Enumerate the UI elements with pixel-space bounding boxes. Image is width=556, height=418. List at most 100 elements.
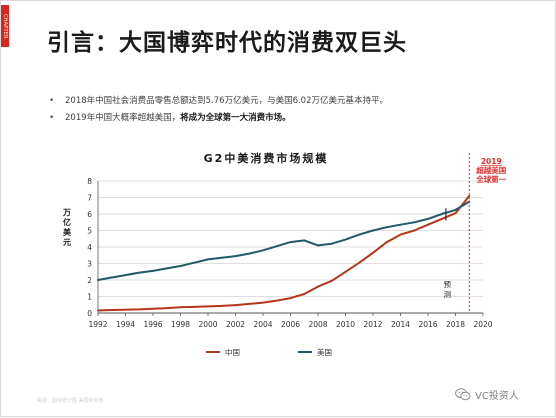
bullet-item: 2019年中国大概率超越美国，将成为全球第一大消费市场。 [49,110,539,127]
watermark-text: VC投资人 [475,391,519,402]
annotation-line: 2019 [481,157,502,166]
china-data-point [385,241,388,244]
china-data-point [344,270,347,273]
usa-data-point [385,226,388,229]
usa-data-point [372,229,374,232]
legend-label-usa: 美国 [317,347,332,357]
usa-data-point [275,245,278,248]
x-tick-label: 2006 [281,320,300,329]
x-tick-label: 1994 [116,320,135,329]
china-data-point [275,299,278,302]
usa-data-point [152,270,154,272]
china-data-point [97,309,99,312]
usa-data-point [344,238,347,241]
china-data-point [262,301,264,304]
usa-data-point [193,261,196,264]
x-tick-label: 1992 [88,320,107,329]
y-tick-label: 8 [87,177,92,186]
slide-title: 引言：大国博弈时代的消费双巨头 [47,30,407,56]
china-data-point [110,309,113,311]
legend-layer: 中国 美国 [206,347,332,357]
bullet-item: 2018年中国社会消费品零售总额达到5.76万亿美元，与美国6.02万亿美元基本… [49,93,539,110]
y-tick-label: 6 [87,210,92,219]
china-data-point [454,212,457,215]
usa-data-point [220,256,223,259]
china-data-point [138,308,141,311]
usa-data-point [440,213,443,215]
usa-data-point [413,221,416,224]
china-series-line [97,194,471,312]
x-tick-label: 2000 [198,320,217,329]
china-data-point [358,261,361,264]
china-data-point [427,223,429,226]
china-data-point [330,279,333,282]
chart-title: G2中美消费市场规模 [204,151,329,165]
usa-data-point [330,242,333,245]
usa-data-point [110,276,113,279]
usa-data-point [248,252,251,255]
usa-data-point [207,258,209,261]
usa-data-point [262,249,264,252]
usa-data-point [97,279,99,281]
usa-data-point [427,218,429,220]
x-tick-label: 1998 [171,320,190,329]
watermark: VC投资人 [455,387,519,402]
x-tick-label: 2012 [363,320,382,329]
usa-data-point [234,255,237,257]
china-data-point [234,304,237,306]
y-tick-label: 2 [87,276,92,285]
china-data-point [193,306,196,308]
usa-data-point [289,241,292,244]
usa-data-point [454,209,457,211]
x-tick-label: 2010 [336,320,355,329]
usa-series-line [97,200,471,281]
legend-label-china: 中国 [225,347,240,357]
china-data-point [248,303,251,305]
grid-layer [98,180,483,297]
forecast-label-char: 预 [444,279,452,289]
y-tick-label: 0 [87,309,92,318]
bullet-bold-text: 将成为全球第一大消费市场。 [180,113,291,123]
usa-data-point [358,233,361,236]
usa-data-point [179,265,182,267]
side-tag: CHAPTER [1,5,9,47]
china-data-point [207,305,209,308]
wechat-icon [455,388,471,401]
china-data-point [413,229,416,232]
y-tick-label: 5 [87,227,92,236]
y-tick-label: 7 [87,194,92,203]
x-tick-label: 1996 [143,320,162,329]
axis-layer: 0 1 2 3 4 5 6 7 8 1992 1994 1996 1998 2000 2002 2004 200… [87,177,493,329]
x-tick-label: 2016 [418,320,437,329]
y-axis-label: 万亿美元 [62,208,72,247]
china-data-point [165,307,168,309]
usa-data-point [399,223,402,226]
usa-data-point [124,274,127,276]
x-tick-label: 2004 [253,320,272,329]
y-tick-label: 4 [87,243,92,252]
bullet-text: 2019年中国大概率超越美国， [65,113,181,123]
annotation-line: 超越美国 [475,165,506,175]
y-tick-label: 3 [87,260,92,269]
china-data-point [372,251,374,254]
china-data-point [289,297,292,299]
china-data-point [468,195,471,197]
china-data-point [317,285,319,288]
bullet-text: 2018年中国社会消费品零售总额达到5.76万亿美元，与美国6.02万亿美元基本… [65,96,389,106]
annotation-line: 全球第一 [475,174,506,184]
usa-data-point [165,267,168,270]
usa-data-point [303,239,306,242]
china-data-point [124,308,127,311]
series-layer [97,194,471,312]
footer-note: 来源：国家统计局 美国商务部 [37,398,104,404]
china-data-point [220,305,223,307]
china-data-point [179,306,182,309]
y-tick-label: 1 [87,293,92,302]
x-tick-label: 2002 [226,320,245,329]
x-tick-label: 2014 [391,320,410,329]
china-data-point [152,307,154,310]
x-tick-label: 2020 [473,320,492,329]
